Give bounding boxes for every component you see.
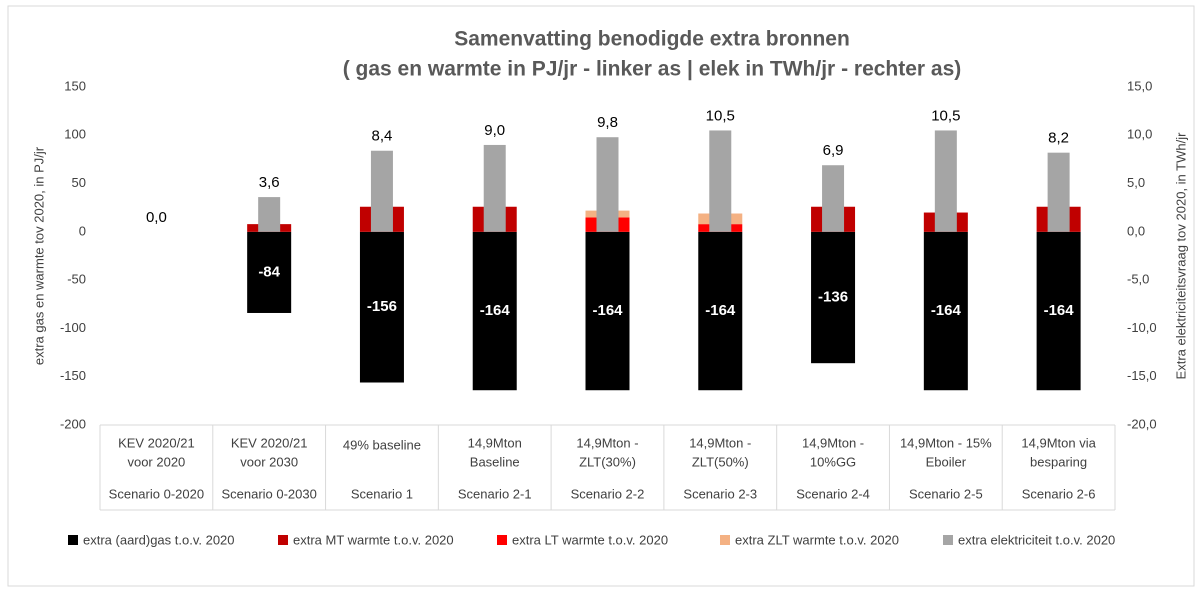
group-label: Scenario 1 [351,486,413,501]
bar [483,144,506,232]
y-tick-label: -100 [60,320,86,335]
data-label: -164 [592,302,623,319]
x-tick-label: 14,9Mton - 15% [900,435,992,450]
x-tick-label: 10%GG [810,454,856,469]
legend-label: extra (aard)gas t.o.v. 2020 [83,532,235,547]
y-tick-label: 100 [64,127,86,142]
bar [698,231,743,391]
x-tick-label: ZLT(30%) [579,454,636,469]
y2-tick-label: 15,0 [1127,78,1152,93]
legend-swatch [943,535,953,545]
x-tick-label: Eboiler [926,454,967,469]
group-label: Scenario 0-2020 [109,486,204,501]
y-tick-label: 50 [72,175,86,190]
y2-tick-label: -10,0 [1127,320,1157,335]
bar [370,150,393,232]
data-label: 0,0 [146,209,167,226]
legend-swatch [497,535,507,545]
x-tick-label: 14,9Mton - [576,435,638,450]
data-label: 10,5 [931,107,960,124]
bar [247,231,292,313]
legend-swatch [720,535,730,545]
data-label: 8,4 [372,128,393,145]
x-tick-label: 14,9Mton - [802,435,864,450]
x-tick-label: KEV 2020/21 [231,435,308,450]
legend-swatch [68,535,78,545]
x-tick-label: besparing [1030,454,1087,469]
bar [1047,152,1070,232]
bar [1036,231,1081,391]
legend-label: extra MT warmte t.o.v. 2020 [293,532,454,547]
bar [472,231,517,391]
y2-tick-label: 10,0 [1127,127,1152,142]
data-label: 9,8 [597,114,618,131]
data-label: 9,0 [484,122,505,139]
data-label: -164 [1044,302,1075,319]
y-tick-label: 150 [64,78,86,93]
y-axis-label: extra gas en warmte tov 2020, in PJ/jr [31,146,46,365]
group-label: Scenario 2-5 [909,486,983,501]
data-label: 8,2 [1048,130,1069,147]
y-tick-label: -200 [60,416,86,431]
x-tick-label: voor 2020 [127,454,185,469]
chart-title: Samenvatting benodigde extra bronnen [454,28,850,51]
chart-title: ( gas en warmte in PJ/jr - linker as | e… [343,58,962,81]
bar [822,165,845,232]
bar [709,130,732,232]
data-label: -164 [480,302,511,319]
x-tick-label: ZLT(50%) [692,454,749,469]
y2-tick-label: -20,0 [1127,416,1157,431]
group-label: Scenario 2-3 [683,486,757,501]
y2-tick-label: 0,0 [1127,223,1145,238]
group-label: Scenario 2-1 [458,486,532,501]
data-label: 6,9 [823,142,844,159]
y-tick-label: 0 [79,223,86,238]
legend-label: extra ZLT warmte t.o.v. 2020 [735,532,899,547]
bar [359,231,404,383]
data-label: -156 [367,298,397,315]
x-tick-label: 14,9Mton - [689,435,751,450]
legend-label: extra elektriciteit t.o.v. 2020 [958,532,1115,547]
bar [258,197,281,232]
group-label: Scenario 0-2030 [221,486,316,501]
x-tick-label: voor 2030 [240,454,298,469]
bar [585,231,630,391]
group-label: Scenario 2-4 [796,486,870,501]
data-label: -136 [818,288,848,305]
group-label: Scenario 2-2 [571,486,645,501]
data-label: 3,6 [259,174,280,191]
y2-tick-label: -5,0 [1127,272,1149,287]
group-label: Scenario 2-6 [1022,486,1096,501]
y-tick-label: -50 [67,272,86,287]
legend-label: extra LT warmte t.o.v. 2020 [512,532,668,547]
bar [923,231,968,391]
data-label: 10,5 [706,107,735,124]
bar [934,130,957,232]
x-tick-label: Baseline [470,454,520,469]
y-tick-label: -150 [60,368,86,383]
bar [811,231,856,364]
data-label: -164 [705,302,736,319]
data-label: -164 [931,302,962,319]
x-tick-label: 14,9Mton via [1021,435,1096,450]
x-tick-label: 14,9Mton [468,435,522,450]
x-tick-label: 49% baseline [343,437,421,452]
bar [596,137,619,232]
x-tick-label: KEV 2020/21 [118,435,195,450]
data-label: -84 [258,263,280,280]
y2-tick-label: -15,0 [1127,368,1157,383]
legend-swatch [278,535,288,545]
y2-tick-label: 5,0 [1127,175,1145,190]
y2-axis-label: Extra elektriciteitsvraag tov 2020, in T… [1173,132,1188,380]
